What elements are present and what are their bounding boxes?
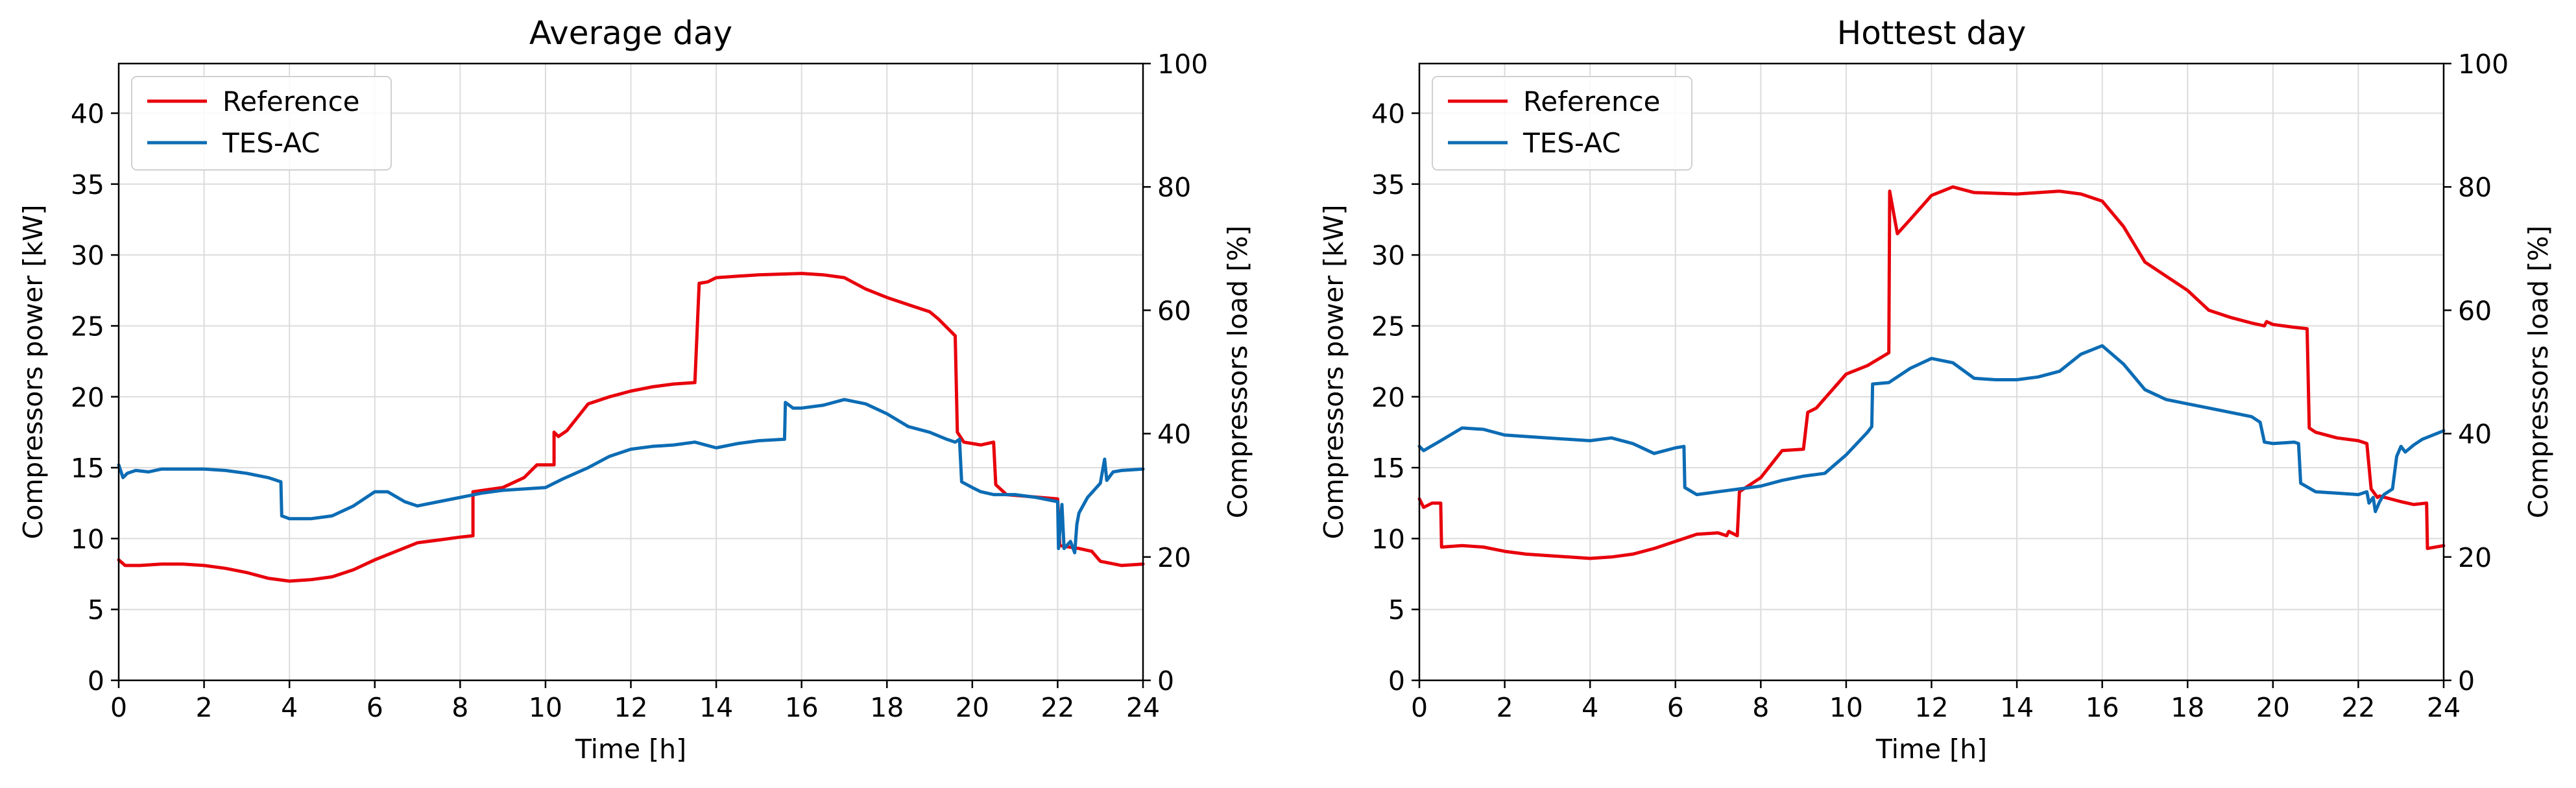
y-tick-label: 40: [1371, 99, 1405, 130]
x-tick-label: 14: [699, 692, 733, 723]
y-tick-label: 40: [71, 99, 104, 130]
x-tick-label: 18: [2171, 692, 2204, 723]
y2-tick-label: 40: [2458, 419, 2492, 450]
y-tick-label: 35: [71, 169, 104, 200]
y2-tick-label: 80: [1157, 172, 1191, 203]
legend: Reference TES-AC: [1432, 76, 1692, 171]
y-tick-label: 25: [71, 311, 104, 342]
legend-label: TES-AC: [222, 127, 320, 159]
series-line-reference: [117, 272, 1145, 583]
series-line-reference: [1417, 185, 2446, 560]
x-tick-label: 12: [614, 692, 647, 723]
x-tick-label: 18: [870, 692, 904, 723]
x-tick-label: 24: [1126, 692, 1160, 723]
y-tick-label: 5: [88, 595, 104, 626]
y2-tick-label: 60: [2458, 295, 2492, 326]
chart-panel-2: 0 2 4 6 8 10 12 14 16 18 20 22 240510152025303540020…: [1318, 14, 2554, 765]
x-tick-label: 0: [1411, 692, 1428, 723]
x-tick-label: 6: [1667, 692, 1684, 723]
y2-tick-label: 100: [1157, 49, 1208, 80]
x-tick-label: 4: [281, 692, 298, 723]
y-tick-label: 15: [1371, 453, 1405, 484]
y-tick-label: 25: [1371, 311, 1405, 342]
x-tick-label: 8: [451, 692, 468, 723]
y-tick-label: 30: [71, 240, 104, 271]
y2-tick-label: 100: [2458, 49, 2509, 80]
legend-label: TES-AC: [1523, 127, 1620, 159]
chart-title: Average day: [529, 14, 732, 52]
y-axis-label: Compressors power [kW]: [1318, 205, 1349, 540]
legend-label: Reference: [1523, 86, 1661, 117]
x-tick-label: 12: [1914, 692, 1948, 723]
legend: Reference TES-AC: [131, 76, 392, 171]
x-tick-label: 20: [2256, 692, 2290, 723]
y-tick-label: 5: [1388, 595, 1405, 626]
y2-tick-label: 0: [2458, 665, 2475, 697]
x-tick-label: 6: [367, 692, 383, 723]
y-tick-label: 20: [1371, 382, 1405, 413]
y-tick-label: 30: [1371, 240, 1405, 271]
x-tick-label: 8: [1752, 692, 1769, 723]
y2-tick-label: 40: [1157, 419, 1191, 450]
x-axis-label: Time [h]: [575, 734, 686, 765]
y2-tick-label: 80: [2458, 172, 2492, 203]
y-axis-label: Compressors power [kW]: [18, 205, 49, 540]
x-tick-label: 4: [1582, 692, 1598, 723]
y-tick-label: 35: [1371, 169, 1405, 200]
x-tick-label: 2: [196, 692, 213, 723]
y2-axis-label: Compressors load [%]: [1222, 226, 1253, 519]
y-tick-label: 0: [1388, 665, 1405, 697]
x-tick-label: 10: [529, 692, 562, 723]
x-tick-label: 22: [2341, 692, 2375, 723]
x-tick-label: 2: [1497, 692, 1513, 723]
x-tick-label: 16: [785, 692, 819, 723]
x-axis-label: Time [h]: [1875, 734, 1987, 765]
legend-label: Reference: [223, 86, 360, 117]
y2-tick-label: 20: [1157, 542, 1191, 573]
chart-panel-1: 0 2 4 6 8 10 12 14 16 18 20 22 240510152025303540020…: [18, 14, 1253, 765]
y2-tick-label: 60: [1157, 295, 1191, 326]
y2-tick-label: 20: [2458, 542, 2492, 573]
y2-tick-label: 0: [1157, 665, 1174, 697]
y-tick-label: 0: [88, 665, 104, 697]
x-tick-label: 22: [1041, 692, 1074, 723]
series-line-tes-ac: [117, 398, 1145, 555]
x-tick-label: 10: [1829, 692, 1863, 723]
y2-axis-label: Compressors load [%]: [2523, 226, 2554, 519]
y-tick-label: 20: [71, 382, 104, 413]
series-line-tes-ac: [1417, 344, 2446, 514]
x-tick-label: 20: [956, 692, 989, 723]
chart-title: Hottest day: [1837, 14, 2027, 52]
x-tick-label: 14: [2000, 692, 2034, 723]
y-tick-label: 10: [1371, 523, 1405, 555]
x-tick-label: 24: [2427, 692, 2461, 723]
y-tick-label: 15: [71, 453, 104, 484]
x-tick-label: 16: [2086, 692, 2119, 723]
y-tick-label: 10: [71, 523, 104, 555]
x-tick-label: 0: [110, 692, 127, 723]
